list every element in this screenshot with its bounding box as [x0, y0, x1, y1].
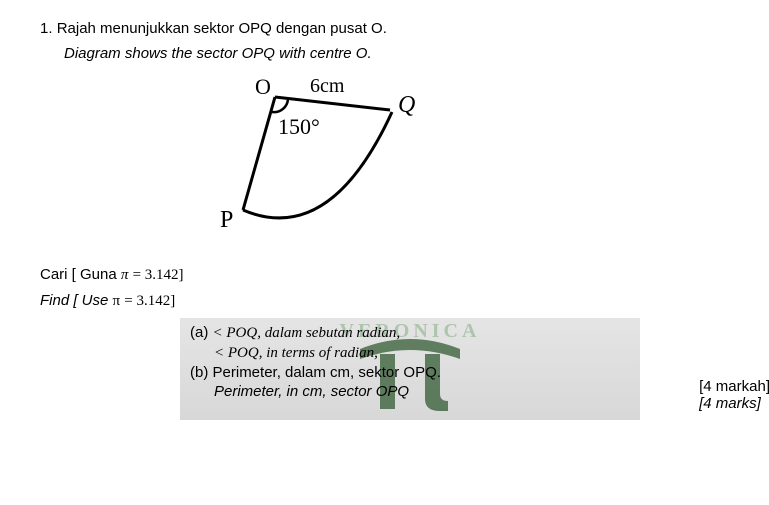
label-O: O	[255, 74, 271, 99]
radius-OQ	[275, 97, 390, 110]
find-text: Find [ Use	[40, 292, 108, 309]
marks-block: [4 markah] [4 marks]	[699, 378, 769, 412]
question-stem-en: Diagram shows the sector OPQ with centre…	[64, 45, 729, 62]
pi-symbol-2: π	[113, 293, 121, 309]
marks-en: [4 marks]	[699, 395, 769, 412]
label-Q: Q	[398, 92, 415, 118]
radius-label: 6cm	[310, 75, 345, 97]
part-a-my-text: < POQ, dalam sebutan radian,	[213, 325, 401, 341]
pi-eq-2: = 3.142]	[124, 293, 175, 309]
part-b-my-text: Perimeter, dalam cm, sektor OPQ.	[213, 364, 441, 381]
marks-my: [4 markah]	[699, 378, 769, 395]
radius-OP	[243, 97, 275, 210]
cari-text: Cari [ Guna	[40, 266, 117, 283]
part-a-label: (a)	[190, 324, 208, 341]
angle-label: 150°	[278, 114, 320, 139]
parts-content: (a) < POQ, dalam sebutan radian, < POQ, …	[190, 324, 630, 400]
part-a-en-text: < POQ, in terms of radian,	[214, 345, 378, 361]
sector-diagram: O 6cm Q 150° P	[200, 72, 729, 246]
part-b-my: (b) Perimeter, dalam cm, sektor OPQ.	[190, 364, 630, 381]
part-a-en: < POQ, in terms of radian,	[214, 344, 630, 362]
cari-line: Cari [ Guna π = 3.142]	[40, 266, 729, 284]
pi-symbol-1: π	[121, 267, 129, 283]
question-number: 1.	[40, 20, 53, 37]
part-b-label: (b)	[190, 364, 208, 381]
find-line: Find [ Use π = 3.142]	[40, 292, 729, 310]
part-b-en: Perimeter, in cm, sector OPQ	[214, 383, 630, 400]
question-stem-my: 1. Rajah menunjukkan sektor OPQ dengan p…	[40, 20, 729, 37]
parts-box: VERONICA (a) < POQ, dalam sebutan radian…	[180, 318, 640, 420]
pi-eq-1: = 3.142]	[133, 267, 184, 283]
part-a-my: (a) < POQ, dalam sebutan radian,	[190, 324, 630, 342]
stem-my-text: Rajah menunjukkan sektor OPQ dengan pusa…	[57, 20, 387, 37]
label-P: P	[220, 207, 233, 233]
